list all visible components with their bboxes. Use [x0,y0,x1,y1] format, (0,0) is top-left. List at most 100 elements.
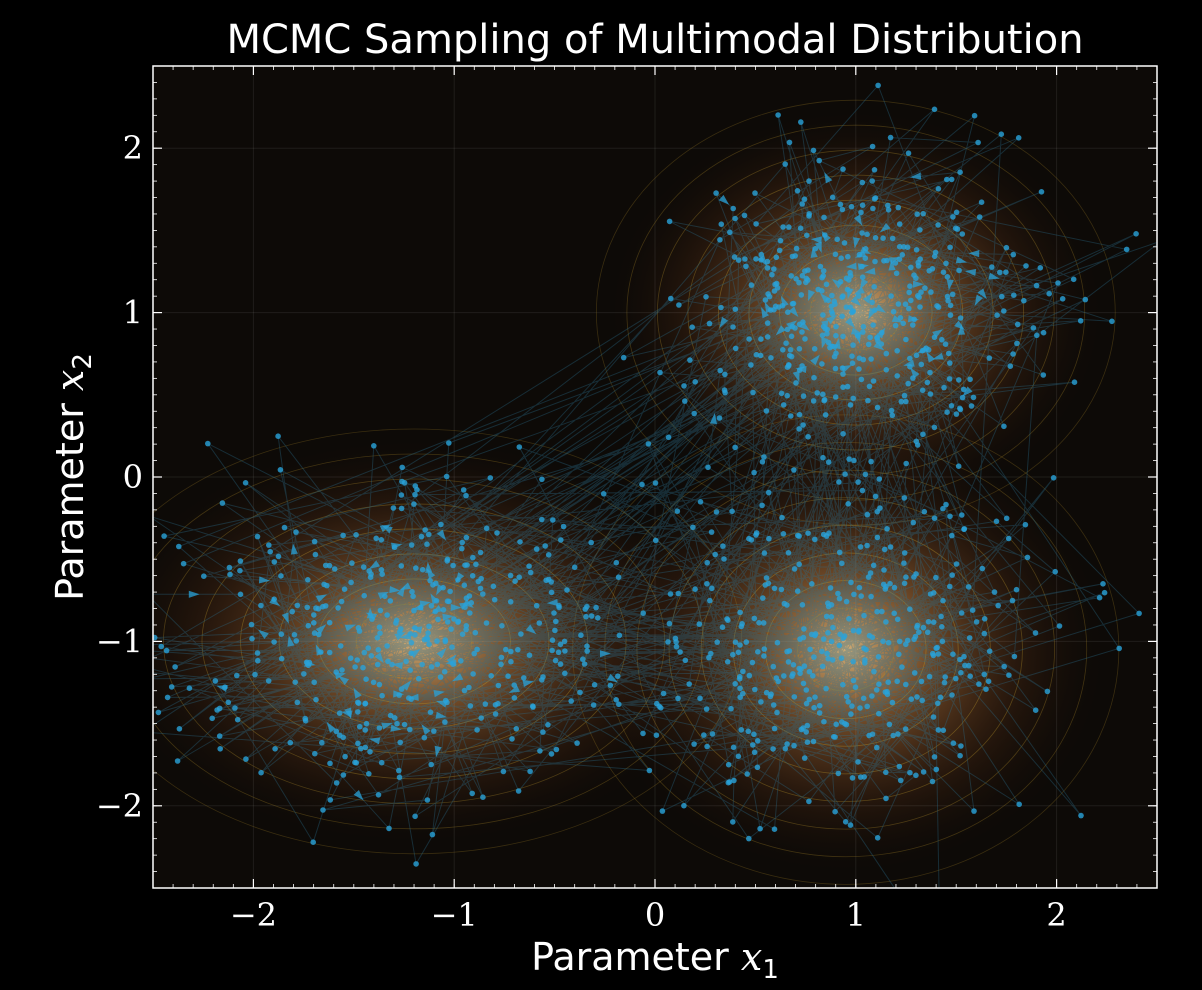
sample-point [947,312,954,318]
sample-point [799,329,805,335]
sample-point [227,571,233,578]
trace-arrow [436,700,448,708]
sample-point [757,825,763,832]
sample-point [883,350,890,357]
sample-point [769,271,775,278]
sample-point [536,620,543,626]
sample-point [931,106,938,113]
sample-point [362,727,369,733]
sample-point [811,346,818,352]
sample-point [828,638,835,645]
sample-point [810,738,817,745]
sample-point [761,454,767,460]
sample-point [743,263,749,270]
sample-point [978,199,985,205]
sample-point [820,454,826,461]
trace-arrow [903,359,915,367]
mode-left-contour [153,428,743,855]
sample-point [403,658,409,665]
sample-point [291,631,298,638]
sample-point [985,678,992,685]
sample-point [941,384,947,391]
sample-point [761,653,767,659]
sample-point [788,273,794,279]
mode-left-contour [278,553,550,730]
sample-point [293,638,300,644]
sample-point [848,309,855,316]
sample-point [825,459,832,465]
sample-point [607,682,614,689]
sample-point [856,627,862,634]
sample-point [254,533,261,540]
trace-arrow [810,354,820,366]
sample-point [412,813,418,820]
trace-arrow [338,675,349,686]
sample-point [863,646,869,653]
sample-point [817,263,824,270]
sample-point [928,289,934,295]
sample-point [738,727,745,733]
trace-arrow [368,560,381,570]
sample-point [338,598,345,605]
sample-point [869,731,876,737]
sample-point [796,533,802,539]
sample-point [968,403,975,409]
sample-point [737,609,743,616]
sample-point [843,275,850,282]
sample-point [721,387,728,393]
sample-point [692,379,698,385]
sample-point [164,694,171,701]
sample-point [616,632,623,639]
sample-point [120,667,126,673]
sample-point [966,662,972,669]
sample-point [874,835,881,841]
sample-point [180,560,187,567]
sample-point [258,769,264,776]
sample-point [781,673,787,679]
sample-point [588,613,595,619]
sample-point [800,680,807,687]
sample-point [1010,251,1017,258]
sample-point [292,679,299,685]
trace-arrow [932,352,944,360]
sample-point [553,618,559,625]
sample-point [753,532,759,538]
x-tick-label: −1 [431,896,478,934]
sample-point [378,759,385,766]
sample-point [800,634,807,641]
sample-point [929,778,936,785]
sample-point [887,580,893,587]
sample-point [783,340,789,347]
sample-point [362,700,369,707]
sample-point [146,513,152,519]
mode-bottom-right-contour [797,607,895,692]
sample-point [825,655,831,662]
x-axis-label-prefix: Parameter [531,935,741,979]
sample-point [948,176,955,183]
sample-point [736,676,743,682]
sample-point [311,538,318,545]
sample-point [466,593,473,599]
trace-arrow [344,624,357,632]
sample-point [304,604,311,611]
sample-point [327,760,333,767]
sample-point [901,495,908,501]
sample-point [890,308,897,315]
sample-point [1001,308,1007,314]
sample-point [438,521,444,528]
trace-arrow [451,673,464,682]
sample-point [965,584,972,590]
sample-point [499,623,505,629]
sample-point [846,456,852,462]
sample-point [820,391,826,398]
sample-point [1032,630,1039,636]
sample-point [908,264,914,271]
sample-point [763,408,770,414]
trace-arrow [775,325,786,336]
sample-point [377,630,383,636]
trace-arrow [525,624,537,635]
sample-point [937,954,943,960]
sample-point [785,550,792,556]
trace-arrow [381,722,393,730]
sample-point [289,608,296,615]
